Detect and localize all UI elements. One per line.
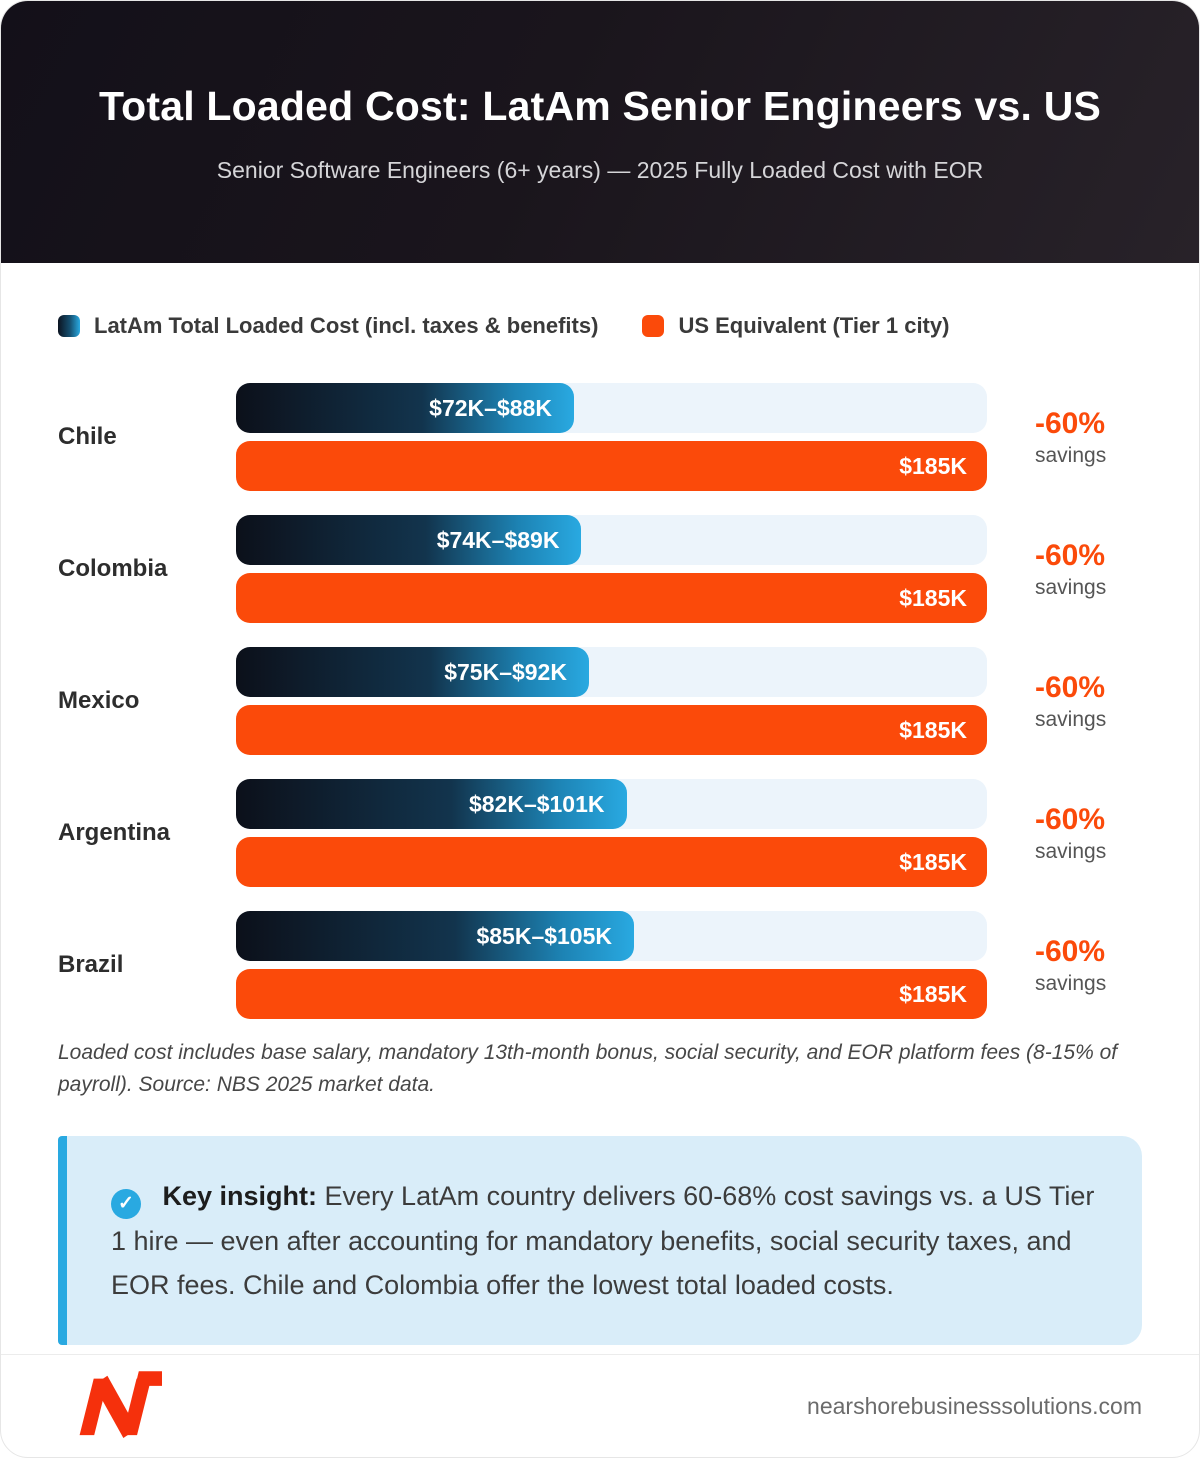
latam-bar-value: $74K–$89K [436,526,560,553]
savings-block: -60% savings [987,407,1142,468]
latam-bar-value: $72K–$88K [429,394,552,421]
country-label: Brazil [58,951,124,978]
savings-caption: savings [1035,575,1107,599]
latam-bar: $72K–$88K [236,383,574,433]
website-url[interactable]: nearshorebusinesssolutions.com [807,1392,1142,1419]
savings-block: -60% savings [987,803,1142,864]
savings-percent: -60% [1035,670,1106,704]
latam-bar: $75K–$92K [236,647,589,697]
country-label: Chile [58,423,117,450]
company-n-logo-icon [79,1371,162,1439]
chart-row-chile: Chile $72K–$88K $185K -60% savings [58,383,1142,491]
us-bar-value: $185K [899,584,967,611]
header: Total Loaded Cost: LatAm Senior Engineer… [1,1,1199,263]
savings-percent: -60% [1035,538,1106,572]
legend-label-latam: LatAm Total Loaded Cost (incl. taxes & b… [94,313,599,338]
latam-bar: $74K–$89K [236,515,582,565]
legend-item-us: US Equivalent (Tier 1 city) [642,313,949,339]
us-bar: $185K [236,441,987,491]
savings-block: -60% savings [987,539,1142,600]
chart-row-colombia: Colombia $74K–$89K $185K -60% savings [58,515,1142,623]
us-bar-value: $185K [899,716,967,743]
latam-bar-value: $75K–$92K [444,658,567,685]
key-insight-label: Key insight: [162,1181,318,1211]
us-bar: $185K [236,573,987,623]
savings-caption: savings [1035,707,1107,731]
page-subtitle: Senior Software Engineers (6+ years) — 2… [216,156,984,183]
savings-percent: -60% [1035,406,1106,440]
savings-caption: savings [1035,443,1107,467]
key-insight-text: ✓ Key insight: Every LatAm country deliv… [111,1174,1096,1307]
us-bar-value: $185K [899,848,967,875]
us-bar: $185K [236,969,987,1019]
page-title: Total Loaded Cost: LatAm Senior Engineer… [98,83,1102,130]
savings-percent: -60% [1035,802,1106,836]
latam-bar-track: $82K–$101K [236,779,987,829]
latam-bar-track: $72K–$88K [236,383,987,433]
savings-block: -60% savings [987,671,1142,732]
country-label: Colombia [58,555,168,582]
savings-caption: savings [1035,971,1107,995]
latam-swatch-icon [58,315,80,337]
key-insight-callout: ✓ Key insight: Every LatAm country deliv… [58,1136,1142,1346]
bar-chart: Chile $72K–$88K $185K -60% savings Colom… [58,383,1142,1019]
chart-row-mexico: Mexico $75K–$92K $185K -60% savings [58,647,1142,755]
check-circle-icon: ✓ [111,1188,141,1219]
latam-bar-value: $85K–$105K [476,922,613,949]
us-bar-value: $185K [899,452,967,479]
latam-bar-track: $85K–$105K [236,911,987,961]
latam-bar-track: $75K–$92K [236,647,987,697]
key-insight-body: Every LatAm country delivers 60-68% cost… [111,1181,1095,1300]
us-bar: $185K [236,837,987,887]
savings-caption: savings [1035,839,1107,863]
latam-bar: $82K–$101K [236,779,627,829]
legend-label-us: US Equivalent (Tier 1 city) [678,313,950,338]
chart-row-argentina: Argentina $82K–$101K $185K -60% savings [58,779,1142,887]
footer: nearshorebusinesssolutions.com [1,1354,1199,1457]
chart-legend: LatAm Total Loaded Cost (incl. taxes & b… [58,313,1142,339]
country-label: Argentina [58,819,171,846]
latam-bar-value: $82K–$101K [468,790,605,817]
country-label: Mexico [58,687,140,714]
chart-row-brazil: Brazil $85K–$105K $185K -60% savings [58,911,1142,1019]
us-bar-value: $185K [899,980,967,1007]
legend-item-latam: LatAm Total Loaded Cost (incl. taxes & b… [58,313,598,339]
savings-percent: -60% [1035,934,1106,968]
savings-block: -60% savings [987,935,1142,996]
us-swatch-icon [642,315,665,337]
latam-bar-track: $74K–$89K [236,515,987,565]
latam-bar: $85K–$105K [236,911,635,961]
footnote: Loaded cost includes base salary, mandat… [58,1041,1118,1096]
us-bar: $185K [236,705,987,755]
